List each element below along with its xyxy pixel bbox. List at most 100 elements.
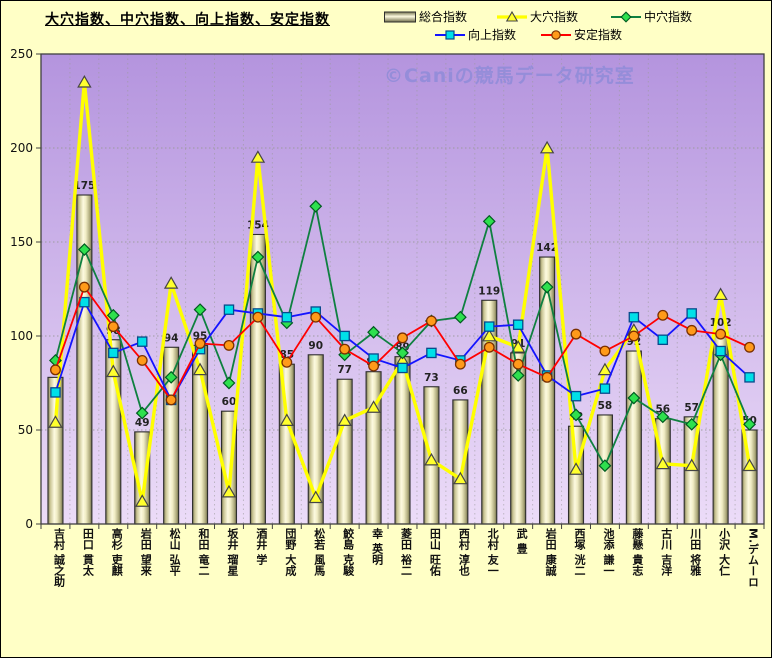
square-marker-kojo [484, 321, 495, 332]
triangle-marker-oana [308, 490, 323, 504]
triangle-marker-oana [453, 471, 468, 485]
x-axis-label: 西村 淳也 [457, 528, 471, 576]
diamond-marker-chuana [77, 243, 91, 256]
circle-marker-antei [657, 309, 669, 321]
diamond-marker-chuana [396, 346, 409, 360]
x-axis-label: 鮫島 克駿 [341, 528, 355, 576]
y-axis-label: 150 [10, 235, 33, 249]
bar [336, 378, 353, 525]
bar-value-label: 60 [222, 396, 237, 408]
diamond-marker-chuana [135, 406, 149, 420]
diamond-marker-chuana [656, 410, 670, 424]
diamond-marker-chuana [540, 280, 554, 294]
legend-item-sogo: 総合指数 [384, 8, 467, 25]
circle-marker-antei [368, 360, 380, 372]
triangle-marker-oana [163, 276, 179, 289]
triangle-marker-oana [742, 458, 757, 472]
diamond-marker-chuana [685, 417, 699, 431]
x-axis-label: 松若 風馬 [312, 528, 326, 576]
square-marker-kojo [657, 334, 669, 346]
circle-marker-antei [715, 328, 727, 340]
circle-marker-antei [136, 354, 148, 366]
x-axis-label: 藤懸 貴志 [630, 528, 644, 576]
square-marker-kojo [281, 311, 293, 323]
x-axis-label: 岩田 望来 [139, 528, 153, 576]
circle-marker-antei [686, 324, 698, 336]
diamond-marker-chuana [193, 303, 207, 317]
circle-marker-antei [570, 328, 582, 340]
circle-marker-icon [541, 29, 571, 40]
triangle-marker-oana [250, 150, 266, 163]
y-axis-label: 200 [10, 141, 33, 155]
square-marker-kojo [397, 362, 408, 374]
bar-swatch-icon [384, 11, 416, 22]
bar-value-label: 142 [536, 242, 558, 254]
legend-item-oana: 大穴指数 [497, 8, 578, 25]
triangle-marker-oana [482, 328, 497, 342]
bar-value-label: 57 [684, 402, 699, 414]
bar-value-label: 94 [164, 332, 179, 344]
triangle-marker-oana [366, 400, 381, 413]
legend-label: 大穴指数 [530, 10, 579, 24]
y-axis-label: 100 [10, 329, 33, 343]
legend-item-kojo: 向上指数 [435, 26, 516, 43]
bar-value-label: 66 [453, 385, 468, 397]
triangle-marker-oana [221, 484, 237, 498]
diamond-marker-chuana [511, 369, 525, 382]
triangle-marker-oana [134, 494, 150, 507]
circle-marker-antei [425, 315, 437, 327]
x-axis-label: M.デムーロ [746, 528, 760, 588]
square-marker-kojo [339, 330, 350, 342]
circle-marker-antei [165, 394, 177, 406]
triangle-marker-oana [424, 452, 439, 466]
bar-value-label: 49 [135, 417, 150, 429]
triangle-marker-icon [497, 10, 527, 22]
square-marker-kojo [108, 347, 119, 359]
bar [625, 350, 642, 525]
x-axis-label: 和田 竜二 [197, 528, 211, 576]
triangle-marker-oana [77, 74, 92, 88]
x-axis-label: 古川 吉洋 [659, 528, 673, 576]
x-axis-label: 武 豊 [515, 528, 529, 554]
diamond-marker-chuana [309, 199, 323, 213]
circle-marker-antei [252, 311, 264, 323]
diamond-marker-chuana [106, 308, 120, 322]
x-axis-label: 団野 大成 [283, 528, 297, 576]
x-axis-label: 酒井 学 [254, 528, 268, 565]
circle-marker-antei [541, 371, 553, 383]
page-title: 大穴指数、中穴指数、向上指数、安定指数 [45, 12, 330, 28]
diamond-marker-chuana [598, 459, 612, 473]
square-marker-kojo [715, 345, 726, 357]
circle-marker-antei [599, 345, 611, 357]
square-marker-kojo [50, 387, 61, 398]
x-axis-label: 田山 旺佑 [428, 528, 442, 576]
square-marker-kojo [686, 308, 697, 319]
square-marker-kojo [628, 311, 640, 323]
x-axis-label: 松山 弘平 [168, 528, 182, 576]
x-axis-label: 吉村 誠之助 [52, 528, 66, 587]
diamond-marker-chuana [251, 250, 265, 264]
diamond-marker-chuana [482, 214, 496, 228]
triangle-marker-oana [48, 415, 63, 428]
bar [539, 256, 556, 525]
triangle-marker-oana [655, 456, 671, 470]
square-marker-kojo [599, 383, 611, 394]
bar-value-label: 73 [424, 372, 439, 384]
bar-value-label: 90 [308, 340, 323, 352]
plot-border [40, 53, 765, 525]
bar-value-label: 56 [655, 404, 670, 416]
diamond-marker-chuana [367, 325, 381, 339]
legend-item-antei: 安定指数 [541, 26, 622, 43]
bar [47, 376, 64, 525]
circle-marker-antei [223, 339, 235, 351]
circle-marker-antei [483, 341, 495, 353]
circle-marker-antei [512, 358, 524, 370]
square-marker-icon [435, 29, 465, 40]
triangle-marker-oana [510, 340, 526, 353]
legend-label: 向上指数 [468, 28, 517, 42]
diamond-marker-icon [611, 10, 641, 23]
circle-marker-antei [339, 343, 351, 355]
square-marker-kojo [136, 336, 148, 347]
circle-marker-antei [281, 356, 293, 368]
